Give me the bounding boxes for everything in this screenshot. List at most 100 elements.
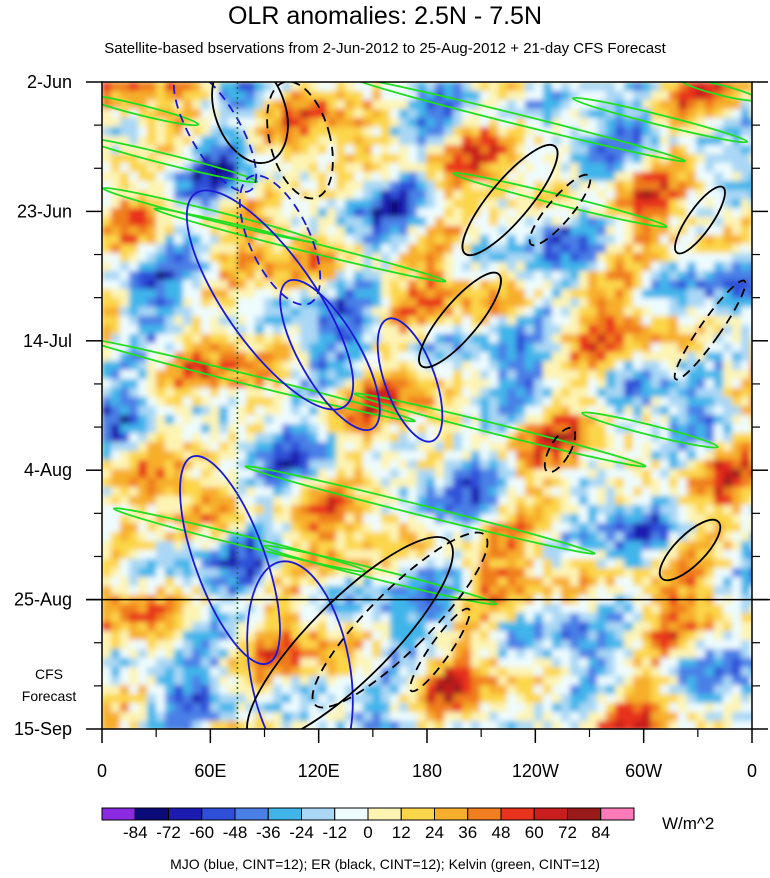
heat-cell [714, 532, 724, 542]
heat-cell [399, 586, 409, 596]
heat-cell [318, 325, 328, 335]
heat-cell [642, 514, 652, 524]
heat-cell [723, 163, 733, 173]
heat-cell [309, 172, 319, 182]
heat-cell [291, 676, 301, 686]
heat-cell [606, 586, 616, 596]
heat-cell [723, 622, 733, 632]
heat-cell [165, 289, 175, 299]
heat-cell [138, 235, 148, 245]
heat-cell [291, 208, 301, 218]
heat-cell [543, 289, 553, 299]
heat-cell [174, 82, 184, 92]
heat-cell [174, 361, 184, 371]
heat-cell [633, 541, 643, 551]
heat-cell [606, 469, 616, 479]
heat-cell [552, 424, 562, 434]
heat-cell [669, 280, 679, 290]
heat-cell [120, 586, 130, 596]
heat-cell [174, 415, 184, 425]
heat-cell [651, 586, 661, 596]
heat-cell [588, 559, 598, 569]
heat-cell [120, 136, 130, 146]
heat-cell [363, 586, 373, 596]
heat-cell [462, 280, 472, 290]
heat-cell [426, 352, 436, 362]
heat-cell [462, 181, 472, 191]
heat-cell [462, 100, 472, 110]
heat-cell [246, 505, 256, 515]
heat-cell [660, 325, 670, 335]
heat-cell [363, 622, 373, 632]
heat-cell [570, 136, 580, 146]
heat-cell [435, 442, 445, 452]
heat-cell [471, 280, 481, 290]
heat-cell [201, 370, 211, 380]
heat-cell [318, 271, 328, 281]
heat-cell [201, 271, 211, 281]
heat-cell [363, 550, 373, 560]
heat-cell [678, 280, 688, 290]
heat-cell [660, 406, 670, 416]
heat-cell [174, 685, 184, 695]
heat-cell [741, 289, 751, 299]
heat-cell [642, 604, 652, 614]
heat-cell [480, 496, 490, 506]
heat-cell [417, 568, 427, 578]
heat-cell [435, 163, 445, 173]
heat-cell [219, 451, 229, 461]
heat-cell [579, 307, 589, 317]
heat-cell [129, 154, 139, 164]
heat-cell [669, 487, 679, 497]
heat-cell [381, 631, 391, 641]
heat-cell [669, 136, 679, 146]
heat-cell [507, 415, 517, 425]
heat-cell [165, 82, 175, 92]
heat-cell [597, 118, 607, 128]
heat-cell [426, 667, 436, 677]
heat-cell [381, 325, 391, 335]
heat-cell [372, 541, 382, 551]
heat-cell [516, 100, 526, 110]
heat-cell [723, 685, 733, 695]
heat-cell [624, 559, 634, 569]
heat-cell [264, 667, 274, 677]
heat-cell [165, 163, 175, 173]
heat-cell [444, 208, 454, 218]
heat-cell [111, 100, 121, 110]
heat-cell [588, 433, 598, 443]
heat-cell [462, 370, 472, 380]
heat-cell [651, 190, 661, 200]
heat-cell [669, 325, 679, 335]
heat-cell [732, 82, 742, 92]
heat-cell [192, 559, 202, 569]
heat-cell [327, 505, 337, 515]
heat-cell [597, 415, 607, 425]
heat-cell [264, 289, 274, 299]
heat-cell [633, 226, 643, 236]
heat-cell [471, 199, 481, 209]
heat-cell [651, 604, 661, 614]
heat-cell [336, 379, 346, 389]
heat-cell [642, 685, 652, 695]
heat-cell [300, 343, 310, 353]
heat-cell [660, 289, 670, 299]
heat-cell [147, 577, 157, 587]
heat-cell [588, 361, 598, 371]
heat-cell [138, 640, 148, 650]
heat-cell [237, 118, 247, 128]
heat-cell [129, 397, 139, 407]
heat-cell [435, 640, 445, 650]
heat-cell [678, 433, 688, 443]
heat-cell [354, 127, 364, 137]
heat-cell [642, 478, 652, 488]
heat-cell [642, 190, 652, 200]
heat-cell [426, 253, 436, 263]
heat-cell [255, 406, 265, 416]
heat-cell [561, 289, 571, 299]
heat-cell [597, 208, 607, 218]
heat-cell [300, 460, 310, 470]
heat-cell [147, 289, 157, 299]
heat-cell [471, 388, 481, 398]
heat-cell [471, 334, 481, 344]
